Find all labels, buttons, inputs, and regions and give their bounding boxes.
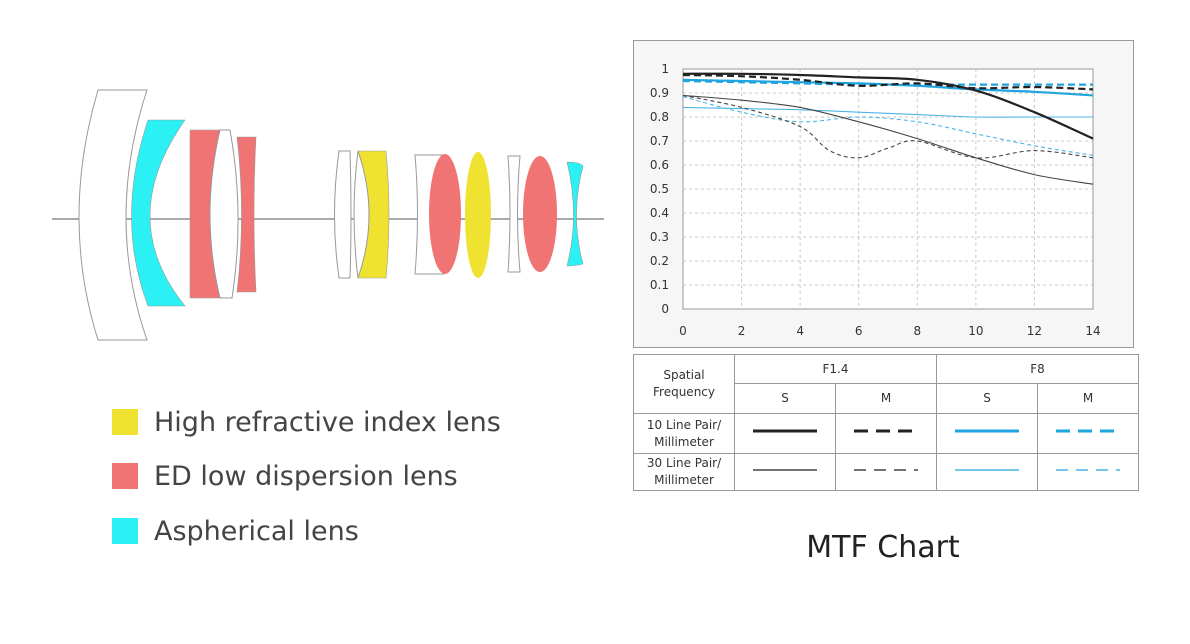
sample-f1-4-10-m [835,413,937,454]
sample-f1-4-10-s [734,413,836,454]
lens-element-high-refractive-2 [465,152,491,278]
y-tick-label: 0.4 [650,206,669,220]
lens-element-3 [334,150,352,279]
x-tick-label: 10 [968,324,983,338]
series-lines [682,72,1094,185]
lens-element-ed-3 [429,154,461,274]
mtf-chart-caption: MTF Chart [806,530,960,565]
sample-f8-10-s [936,413,1038,454]
row-label-30lp: 30 Line Pair/ Millimeter [633,453,735,491]
axes: 00.10.20.30.40.50.60.70.80.910 2 4 6 8 10 12 14 [650,62,1101,338]
x-tick-label: 14 [1085,324,1100,338]
lens-element-aspherical-2 [566,161,584,267]
aspherical-swatch [112,518,138,544]
y-tick-label: 0.9 [650,86,669,100]
mtf-series-line-0 [682,72,1094,140]
x-tick-label: 6 [855,324,863,338]
lens-element-aspherical-1 [131,119,186,307]
high-refractive-swatch [112,409,138,435]
legend-item-aspherical: Aspherical lens [112,515,359,547]
spatial-frequency-header: Spatial Frequency [633,354,735,414]
lens-element-4 [353,150,370,279]
y-tick-label: 0 [661,302,669,316]
ed-low-dispersion-swatch [112,463,138,489]
f8-meridional-header: M [1037,383,1139,414]
sample-f1-4-30-m [835,453,937,491]
mtf-series-line-4 [682,94,1094,185]
y-tick-label: 1 [661,62,669,76]
x-tick-label: 2 [738,324,746,338]
x-tick-label: 4 [796,324,804,338]
aperture-f1-4-header: F1.4 [734,354,937,384]
x-tick-label: 12 [1027,324,1042,338]
lens-element-ed-2 [236,136,257,293]
lens-cross-section-diagram [52,89,604,341]
legend-label: High refractive index lens [154,406,501,438]
sample-f8-30-s [936,453,1038,491]
aperture-f8-header: F8 [936,354,1139,384]
x-tick-label: 8 [913,324,921,338]
mtf-chart: 00.10.20.30.40.50.60.70.80.910 2 4 6 8 10 12 14 [650,62,1101,338]
x-tick-label: 0 [679,324,687,338]
mtf-legend-table: Spatial Frequency F1.4 F8 S M S M 10 Lin… [633,354,1139,491]
grid [682,68,1094,310]
legend-item-ed-low-dispersion: ED low dispersion lens [112,460,458,492]
sample-f8-30-m [1037,453,1139,491]
sample-f1-4-30-s [734,453,836,491]
f1-4-sagittal-header: S [734,383,836,414]
legend-label: ED low dispersion lens [154,460,458,492]
legend-label: Aspherical lens [154,515,359,547]
y-tick-label: 0.5 [650,182,669,196]
lens-element-6 [507,155,521,273]
y-tick-label: 0.1 [650,278,669,292]
mtf-series-line-3 [682,79,1093,86]
f1-4-meridional-header: M [835,383,937,414]
y-tick-label: 0.8 [650,110,669,124]
mtf-series-line-2 [682,78,1094,97]
legend-item-high-refractive: High refractive index lens [112,406,501,438]
lens-element-ed-4 [523,156,557,272]
y-tick-label: 0.3 [650,230,669,244]
y-tick-label: 0.2 [650,254,669,268]
lens-element-2 [209,129,239,299]
sample-f8-10-m [1037,413,1139,454]
row-label-10lp: 10 Line Pair/ Millimeter [633,413,735,454]
mtf-series-line-7 [682,96,1094,156]
y-tick-label: 0.6 [650,158,669,172]
f8-sagittal-header: S [936,383,1038,414]
mtf-series-line-1 [682,73,1094,91]
mtf-series-line-5 [682,94,1094,159]
y-tick-label: 0.7 [650,134,669,148]
lens-element-1 [78,89,148,341]
mtf-chart-panel: 0 0.1 0.2 0.3 0.4 0.5 0.6 0.7 0.8 0.9 1 0 2 4 6 8 10 12 14 [633,40,1134,348]
